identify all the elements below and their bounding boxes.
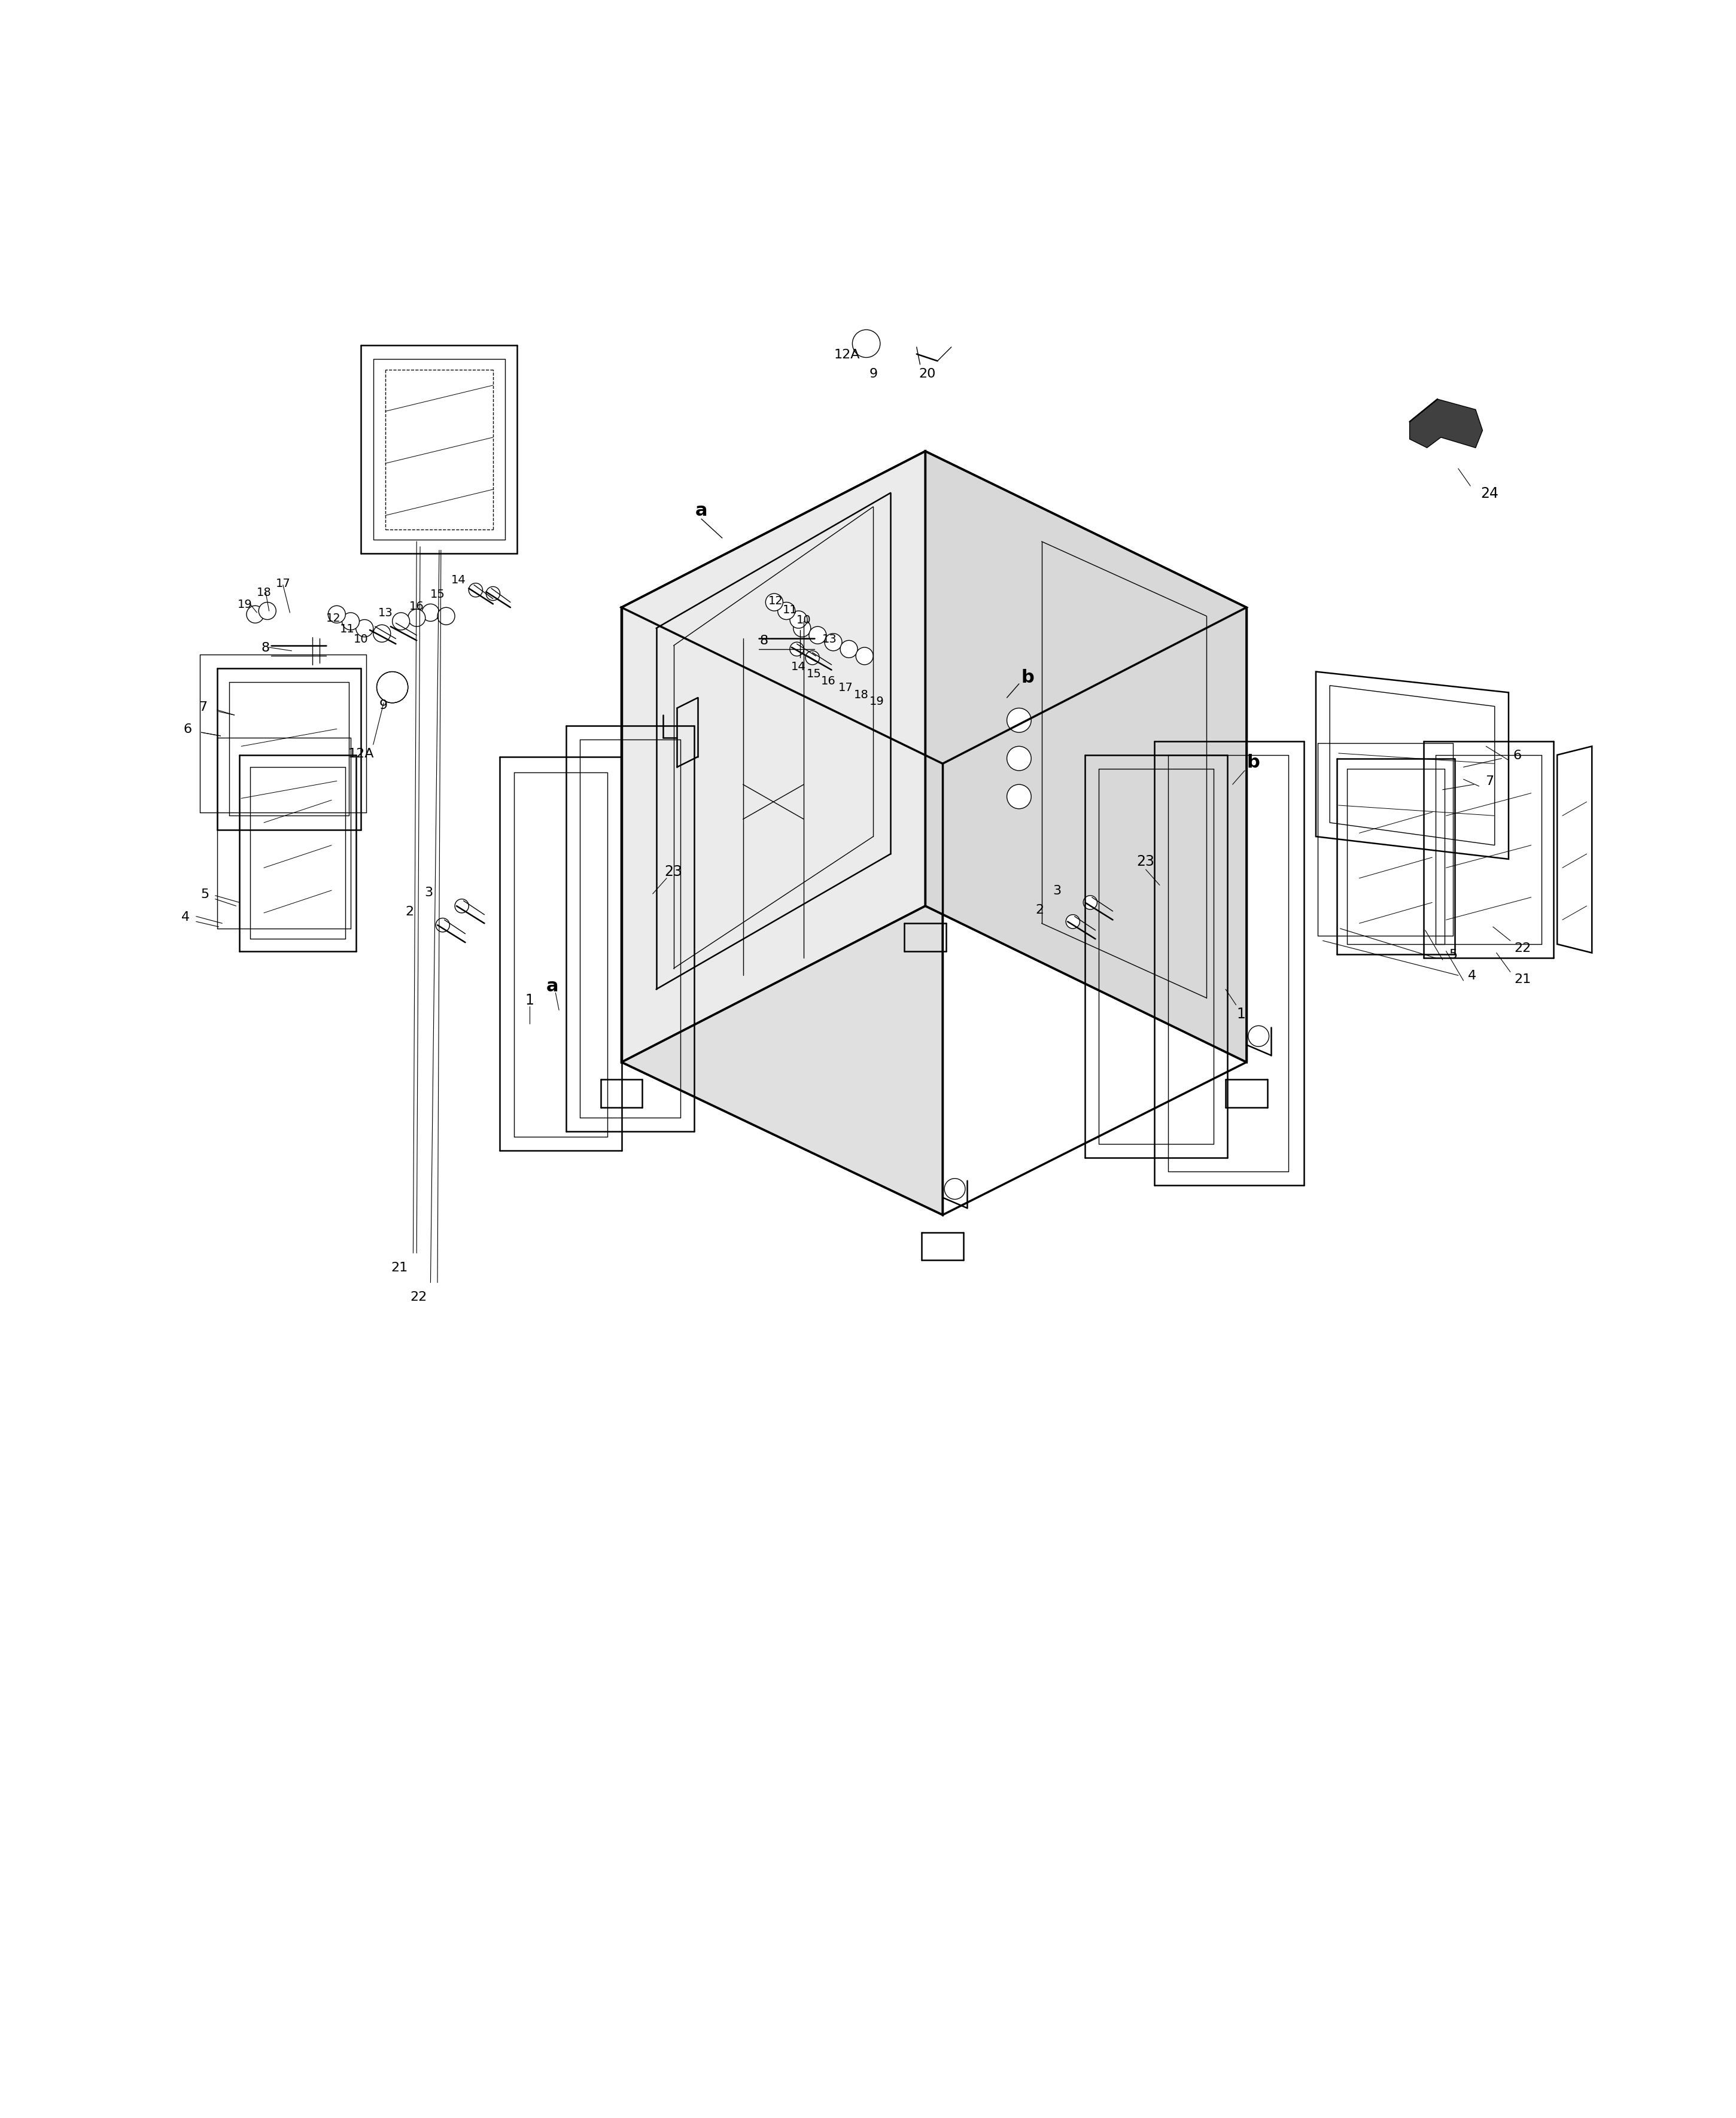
Text: 14: 14 — [451, 574, 465, 587]
Polygon shape — [621, 451, 1246, 765]
Text: 10: 10 — [797, 614, 811, 625]
Circle shape — [1083, 896, 1097, 911]
Circle shape — [259, 604, 276, 621]
Text: 7: 7 — [1486, 775, 1493, 788]
Text: 8: 8 — [760, 635, 767, 646]
Circle shape — [790, 642, 804, 657]
Text: 13: 13 — [823, 633, 837, 644]
Circle shape — [328, 606, 345, 623]
Text: 17: 17 — [838, 682, 852, 693]
Text: 16: 16 — [410, 599, 424, 612]
Circle shape — [778, 604, 795, 621]
Circle shape — [486, 587, 500, 602]
Text: 19: 19 — [870, 697, 884, 707]
Text: 10: 10 — [354, 633, 368, 644]
Circle shape — [766, 593, 783, 612]
Text: a: a — [694, 502, 708, 519]
Circle shape — [377, 671, 408, 703]
Text: 23: 23 — [665, 864, 682, 879]
Text: 6: 6 — [1514, 750, 1521, 760]
Circle shape — [1007, 786, 1031, 809]
Circle shape — [408, 610, 425, 627]
Text: 1: 1 — [1236, 1006, 1246, 1021]
Circle shape — [840, 642, 858, 659]
Circle shape — [1248, 1025, 1269, 1046]
Text: 1: 1 — [524, 993, 535, 1008]
Circle shape — [437, 608, 455, 625]
Circle shape — [436, 919, 450, 932]
Circle shape — [247, 606, 264, 623]
Text: 13: 13 — [378, 608, 392, 618]
Circle shape — [944, 1180, 965, 1199]
Text: b: b — [1021, 669, 1035, 686]
Text: 11: 11 — [783, 604, 797, 614]
Text: 18: 18 — [257, 587, 271, 597]
Text: 6: 6 — [184, 724, 191, 735]
Text: 15: 15 — [431, 589, 444, 599]
Text: 22: 22 — [1514, 943, 1531, 953]
Circle shape — [806, 650, 819, 665]
Text: 2: 2 — [406, 907, 413, 917]
Polygon shape — [925, 451, 1246, 1063]
Text: 3: 3 — [1054, 885, 1061, 896]
Text: 9: 9 — [380, 699, 387, 712]
Text: 5: 5 — [1450, 949, 1457, 962]
Text: 16: 16 — [821, 676, 835, 686]
Text: 24: 24 — [1481, 487, 1498, 500]
Text: 12A: 12A — [349, 748, 373, 760]
Text: 12: 12 — [769, 595, 783, 606]
Circle shape — [392, 612, 410, 631]
Text: 12A: 12A — [835, 349, 859, 360]
Circle shape — [793, 621, 811, 638]
Text: 8: 8 — [262, 642, 269, 654]
Polygon shape — [621, 608, 943, 1216]
Text: 9: 9 — [870, 369, 877, 379]
Circle shape — [852, 330, 880, 358]
Text: a: a — [545, 976, 559, 995]
Text: 3: 3 — [425, 887, 432, 898]
Circle shape — [1007, 710, 1031, 733]
Circle shape — [1066, 915, 1080, 930]
Text: 12: 12 — [326, 612, 340, 625]
Circle shape — [809, 627, 826, 644]
Text: 21: 21 — [391, 1260, 408, 1273]
Polygon shape — [621, 451, 925, 1063]
Circle shape — [1007, 748, 1031, 771]
Text: 21: 21 — [1514, 972, 1531, 985]
Text: 23: 23 — [1137, 854, 1154, 868]
Circle shape — [856, 648, 873, 665]
Circle shape — [342, 612, 359, 631]
Text: 5: 5 — [201, 887, 208, 900]
Circle shape — [455, 900, 469, 913]
Text: 17: 17 — [276, 578, 290, 589]
Circle shape — [356, 621, 373, 638]
Circle shape — [373, 625, 391, 642]
Text: 4: 4 — [182, 911, 189, 923]
Text: 22: 22 — [410, 1290, 427, 1303]
Text: 20: 20 — [918, 369, 936, 379]
Circle shape — [469, 585, 483, 597]
Text: 4: 4 — [1469, 970, 1476, 981]
Text: 7: 7 — [200, 701, 207, 714]
Text: 19: 19 — [238, 599, 252, 610]
Text: 2: 2 — [1036, 904, 1043, 915]
Text: 18: 18 — [854, 688, 868, 701]
Text: b: b — [1246, 754, 1260, 771]
Text: 11: 11 — [340, 623, 354, 635]
Text: 15: 15 — [807, 667, 821, 680]
Circle shape — [825, 633, 842, 650]
Circle shape — [790, 612, 807, 629]
Text: 14: 14 — [792, 661, 806, 674]
Circle shape — [422, 604, 439, 623]
Polygon shape — [1410, 400, 1483, 449]
